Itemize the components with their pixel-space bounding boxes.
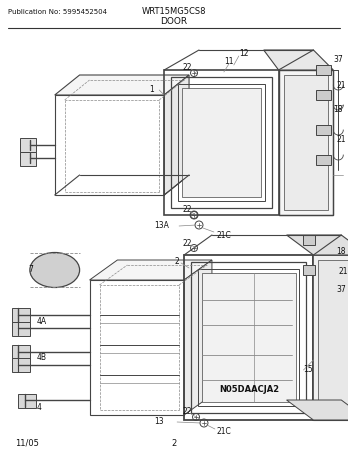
Text: 37: 37 <box>333 56 343 64</box>
Ellipse shape <box>30 252 79 288</box>
Text: 4B: 4B <box>37 353 47 362</box>
Bar <box>20 152 36 166</box>
Text: 13: 13 <box>154 416 164 425</box>
Polygon shape <box>55 75 189 95</box>
Text: 13A: 13A <box>154 221 169 230</box>
Text: 2: 2 <box>172 439 177 448</box>
Bar <box>318 260 350 415</box>
Bar <box>20 138 36 152</box>
Text: 21C: 21C <box>217 231 232 240</box>
Bar <box>198 269 300 406</box>
Bar <box>191 262 307 413</box>
Text: 15: 15 <box>303 366 313 375</box>
Text: 21C: 21C <box>217 428 232 437</box>
Bar <box>316 65 331 75</box>
Bar <box>202 273 295 402</box>
Text: 1: 1 <box>149 86 154 95</box>
Bar <box>279 70 333 215</box>
Text: 22: 22 <box>182 206 191 215</box>
Polygon shape <box>264 50 333 70</box>
Text: 22: 22 <box>182 408 191 416</box>
Text: WRT15MG5CS8: WRT15MG5CS8 <box>142 6 206 15</box>
Bar <box>18 394 36 408</box>
Text: 21: 21 <box>336 81 346 90</box>
Text: 22: 22 <box>182 63 191 72</box>
Bar <box>12 358 30 372</box>
Bar <box>314 255 350 420</box>
Bar <box>303 235 315 245</box>
Text: 18: 18 <box>333 106 343 115</box>
Bar <box>12 322 30 336</box>
Bar <box>164 70 279 215</box>
Polygon shape <box>287 400 350 420</box>
Polygon shape <box>164 75 189 195</box>
Bar <box>184 255 313 420</box>
Text: 21: 21 <box>338 268 348 276</box>
Bar <box>178 84 265 201</box>
Text: 4A: 4A <box>37 318 47 327</box>
Text: N05DAACJA2: N05DAACJA2 <box>219 386 279 395</box>
Text: DOOR: DOOR <box>161 18 188 26</box>
Polygon shape <box>184 260 212 415</box>
Text: 11/05: 11/05 <box>15 439 39 448</box>
Bar <box>182 88 261 197</box>
Bar <box>316 90 331 100</box>
Text: 11: 11 <box>224 58 233 67</box>
Bar <box>12 308 30 322</box>
Text: Publication No: 5995452504: Publication No: 5995452504 <box>8 9 107 15</box>
Polygon shape <box>90 260 212 280</box>
Bar <box>12 345 30 359</box>
Bar <box>303 265 315 275</box>
Text: 12: 12 <box>239 48 248 58</box>
Text: 37: 37 <box>336 285 346 294</box>
Bar <box>316 125 331 135</box>
Text: 22: 22 <box>182 238 191 247</box>
Bar <box>316 155 331 165</box>
Bar <box>171 77 272 208</box>
Polygon shape <box>287 235 350 255</box>
Text: 4: 4 <box>37 403 42 411</box>
Text: 7: 7 <box>28 265 33 275</box>
Text: 18: 18 <box>336 247 346 256</box>
Text: 21: 21 <box>336 135 346 145</box>
Text: 2: 2 <box>174 257 179 266</box>
Bar <box>284 75 328 210</box>
